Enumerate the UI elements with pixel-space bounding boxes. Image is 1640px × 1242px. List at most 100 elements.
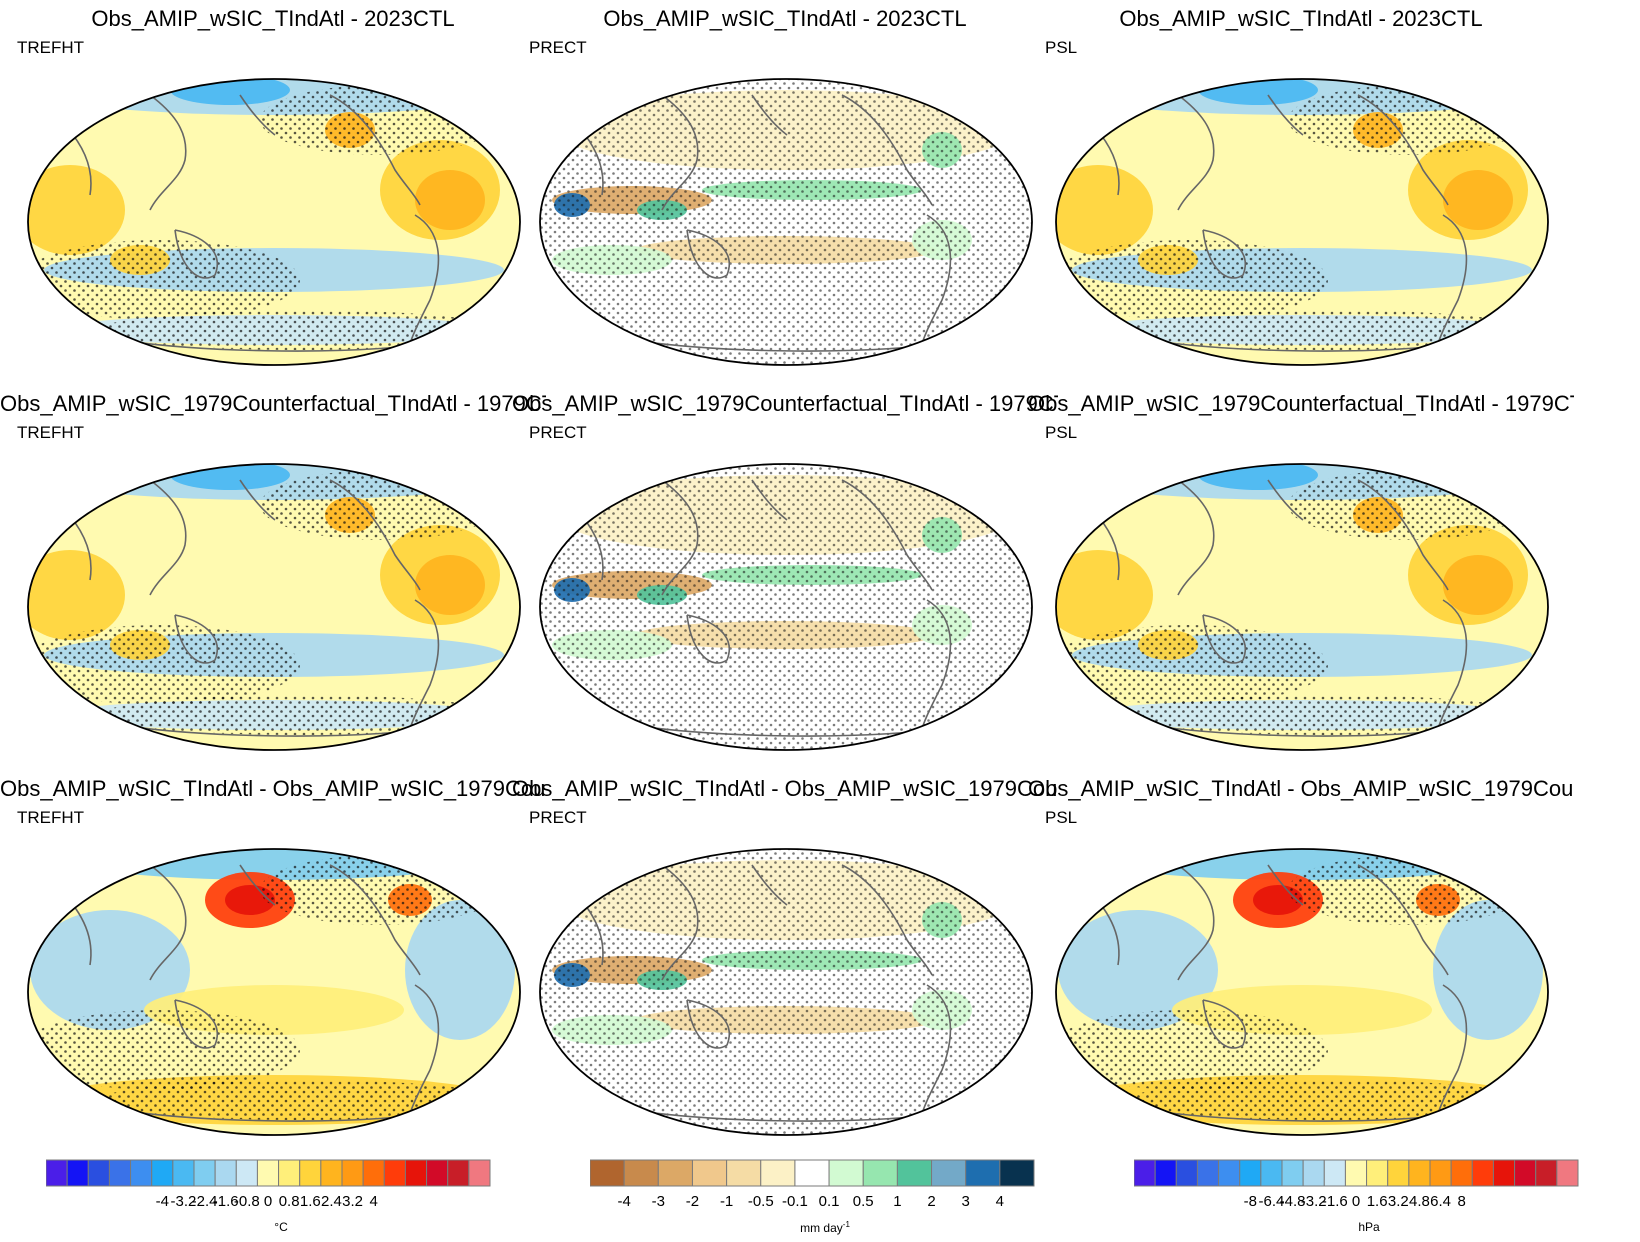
- colorbar-tick-label: 6.4: [1430, 1193, 1451, 1210]
- colorbar-swatch: [1260, 1159, 1283, 1187]
- panel-title: Obs_AMIP_wSIC_TIndAtl - Obs_AMIP_wSIC_19…: [1028, 776, 1574, 801]
- colorbar-tick-label: 1.6: [299, 1193, 321, 1210]
- colorbar-swatch: [1218, 1159, 1241, 1187]
- colorbar-swatch: [404, 1159, 428, 1187]
- colorbar-swatch: [1556, 1159, 1579, 1187]
- colorbar-swatch: [87, 1159, 110, 1187]
- colorbar-tick-label: 1: [893, 1193, 902, 1210]
- colorbar-swatch: [214, 1159, 237, 1187]
- colorbar-swatch: [760, 1159, 796, 1187]
- panel-title: Obs_AMIP_wSIC_TIndAtl - 2023CTL: [91, 6, 455, 31]
- colorbar-tick-label: 0: [263, 1193, 273, 1210]
- colorbar-swatch: [1323, 1159, 1346, 1187]
- colorbar-swatch: [691, 1159, 728, 1187]
- panel-psl-1979: Obs_AMIP_wSIC_1979Counterfactual_TIndAtl…: [1028, 385, 1574, 770]
- panel-title: Obs_AMIP_wSIC_1979Counterfactual_TIndAtl…: [0, 391, 546, 416]
- colorbar-tick-label: 0.8: [278, 1193, 300, 1210]
- unit-superscript: -1: [842, 1220, 850, 1229]
- colorbar-tick-label: -4.8: [1279, 1193, 1306, 1210]
- colorbar-swatch: [999, 1159, 1035, 1187]
- colorbar-tick-label: 4.8: [1408, 1193, 1430, 1210]
- colorbar-swatch: [1134, 1159, 1156, 1187]
- map-psl-2023: [1055, 78, 1549, 366]
- variable-label: PSL: [1045, 423, 1078, 442]
- colorbar-tick-label: -3.2: [1300, 1193, 1327, 1210]
- colorbar-tick-label: -0.5: [747, 1193, 774, 1210]
- colorbar-swatch: [1535, 1159, 1558, 1187]
- colorbar-swatch: [862, 1159, 898, 1187]
- colorbar-tick-label: -3.2: [170, 1193, 197, 1210]
- colorbar-swatch: [1344, 1159, 1368, 1187]
- map-prect-diff: [539, 848, 1033, 1136]
- variable-label: TREFHT: [17, 808, 85, 827]
- panel-trefht-diff: Obs_AMIP_wSIC_TIndAtl - Obs_AMIP_wSIC_19…: [0, 770, 546, 1155]
- colorbar-swatch: [193, 1159, 216, 1187]
- panel-trefht-1979: Obs_AMIP_wSIC_1979Counterfactual_TIndAtl…: [0, 385, 546, 770]
- colorbar-swatches: [1134, 1159, 1579, 1187]
- colorbar-swatch: [66, 1159, 89, 1187]
- colorbar-swatch: [965, 1159, 1001, 1187]
- variable-label: PSL: [1045, 808, 1078, 827]
- colorbar-tick-label: 8: [1457, 1193, 1466, 1210]
- colorbar-tick-label: -2.4: [191, 1193, 218, 1210]
- colorbar-tick-label: -0.8: [233, 1193, 260, 1210]
- colorbar-tick-label: 2: [927, 1193, 936, 1210]
- colorbar-swatch: [1450, 1159, 1473, 1187]
- colorbar-psl: -8 -6.4 -4.8 -3.2 -1.6 0 1.6 3.2 4.8 6.4 8 hPa: [1134, 1158, 1604, 1242]
- unit-text: mm day: [800, 1221, 843, 1235]
- colorbar-swatch: [235, 1159, 258, 1187]
- colorbar-tick-label: -6.4: [1258, 1193, 1285, 1210]
- panel-psl-diff: Obs_AMIP_wSIC_TIndAtl - Obs_AMIP_wSIC_19…: [1028, 770, 1574, 1155]
- colorbar-swatch: [320, 1159, 343, 1187]
- colorbar-tick-label: 2.4: [320, 1193, 342, 1210]
- colorbar-swatch: [657, 1159, 693, 1187]
- colorbar-swatch: [299, 1159, 322, 1187]
- colorbar-swatch: [1514, 1159, 1537, 1187]
- colorbar-tick-label: -3: [651, 1193, 665, 1210]
- colorbar-swatch: [362, 1159, 385, 1187]
- colorbar-swatch: [1281, 1159, 1304, 1187]
- colorbar-swatch: [468, 1159, 491, 1187]
- colorbar-swatch: [1196, 1159, 1220, 1187]
- colorbar-swatch: [447, 1159, 470, 1187]
- panel-trefht-2023: Obs_AMIP_wSIC_TIndAtl - 2023CTL TREFHT: [0, 0, 546, 385]
- colorbar-swatch: [1239, 1159, 1262, 1187]
- panel-title: Obs_AMIP_wSIC_1979Counterfactual_TIndAtl…: [1028, 391, 1574, 416]
- colorbar-tick-label: 1.6: [1366, 1193, 1388, 1210]
- colorbar-tick-label: -4: [617, 1193, 631, 1210]
- colorbar-swatch: [794, 1159, 830, 1187]
- colorbar-swatch: [278, 1159, 301, 1187]
- colorbar-swatch: [151, 1159, 174, 1187]
- map-trefht-1979: [27, 463, 521, 751]
- map-trefht-diff: [27, 848, 521, 1136]
- panel-prect-diff: Obs_AMIP_wSIC_TIndAtl - Obs_AMIP_wSIC_19…: [512, 770, 1058, 1155]
- map-prect-1979: [539, 463, 1033, 751]
- colorbar-swatch: [130, 1159, 153, 1187]
- map-psl-diff: [1055, 848, 1549, 1136]
- colorbar-tick-label: 0.1: [818, 1193, 840, 1210]
- colorbar-swatch: [383, 1159, 406, 1187]
- panel-title: Obs_AMIP_wSIC_TIndAtl - Obs_AMIP_wSIC_19…: [0, 776, 546, 801]
- colorbar-swatch: [1492, 1159, 1516, 1187]
- variable-label: PRECT: [529, 423, 587, 442]
- colorbar-swatch: [108, 1159, 132, 1187]
- colorbar-tick-label: 4: [369, 1193, 378, 1210]
- colorbar-swatch: [1302, 1159, 1325, 1187]
- colorbar-swatch: [256, 1159, 280, 1187]
- colorbar-trefht: -4 -3.2 -2.4 -1.6 -0.8 0 0.8 1.6 2.4 3.2 4 °C: [46, 1158, 516, 1242]
- variable-label: PSL: [1045, 38, 1078, 57]
- colorbar-swatches: [46, 1159, 491, 1187]
- map-trefht-2023: [27, 78, 521, 366]
- colorbar-swatch: [828, 1159, 864, 1187]
- variable-label: PRECT: [529, 38, 587, 57]
- colorbar-tick-label: -0.1: [781, 1193, 808, 1210]
- panel-title: Obs_AMIP_wSIC_1979Counterfactual_TIndAtl…: [512, 391, 1058, 416]
- colorbar-swatch: [590, 1159, 625, 1187]
- colorbar-tick-label: 3.2: [342, 1193, 363, 1210]
- colorbar-swatch: [931, 1159, 967, 1187]
- colorbar-swatch: [1175, 1159, 1198, 1187]
- colorbar-swatch: [341, 1159, 364, 1187]
- panel-psl-2023: Obs_AMIP_wSIC_TIndAtl - 2023CTL PSL: [1028, 0, 1574, 385]
- colorbar-swatch: [46, 1159, 68, 1187]
- panel-title: Obs_AMIP_wSIC_TIndAtl - 2023CTL: [1119, 6, 1483, 31]
